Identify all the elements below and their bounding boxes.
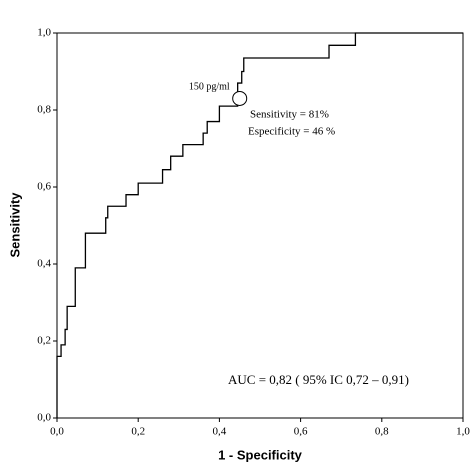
y-axis-label: Sensitivity — [7, 192, 22, 258]
x-axis-label: 1 - Specificity — [218, 447, 303, 462]
y-tick-label: 1,0 — [37, 27, 51, 39]
y-tick-label: 0,8 — [37, 104, 51, 116]
roc-curve — [56, 32, 463, 418]
x-tick-label: 0,4 — [213, 426, 227, 438]
plot-frame — [56, 32, 464, 419]
y-tick-label: 0,6 — [37, 181, 51, 193]
x-tick-label: 0,8 — [375, 426, 389, 438]
y-tick-label: 0,0 — [37, 412, 51, 424]
y-tick-label: 0,2 — [37, 335, 51, 347]
cutoff-marker — [232, 90, 248, 106]
annotation: AUC = 0,82 ( 95% IC 0,72 – 0,91) — [228, 372, 409, 387]
x-tick-label: 0,6 — [294, 426, 308, 438]
x-tick-label: 0,0 — [50, 426, 64, 438]
x-tick-label: 0,2 — [131, 426, 145, 438]
y-tick-label: 0,4 — [37, 258, 51, 270]
annotation: Especificity = 46 % — [248, 126, 335, 138]
annotation: Sensitivity = 81% — [250, 109, 329, 121]
cutoff-label: 150 pg/ml — [189, 82, 230, 93]
x-tick-label: 1,0 — [456, 426, 470, 438]
